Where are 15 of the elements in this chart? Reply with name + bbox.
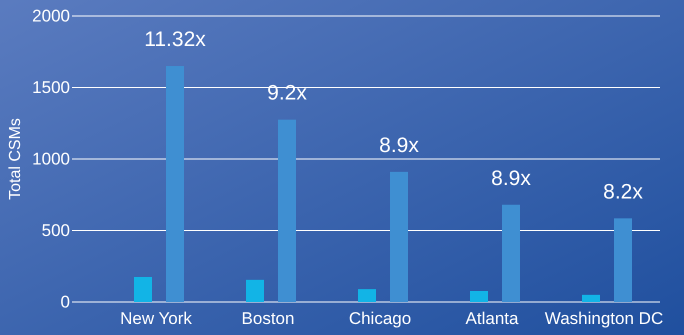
x-tick-label: Chicago	[348, 309, 412, 328]
y-axis-title: Total CSMs	[7, 118, 24, 200]
annotation: 8.2x	[603, 180, 644, 204]
y-tick-label: 2000	[32, 6, 70, 26]
x-tick-label: Washington DC	[544, 309, 664, 328]
y-tick-label: 1000	[32, 149, 70, 168]
annotation: 11.32x	[144, 28, 206, 52]
annotation: 8.9x	[379, 134, 420, 157]
x-tick-label: New York	[120, 309, 192, 328]
x-tick-label: Boston	[242, 309, 294, 328]
x-tick-label: Atlanta	[466, 309, 519, 328]
y-tick-label: 0	[60, 292, 70, 312]
y-tick-label: 500	[42, 220, 70, 240]
y-tick-label: 1500	[32, 78, 70, 97]
annotation: 8.9x	[491, 166, 532, 190]
